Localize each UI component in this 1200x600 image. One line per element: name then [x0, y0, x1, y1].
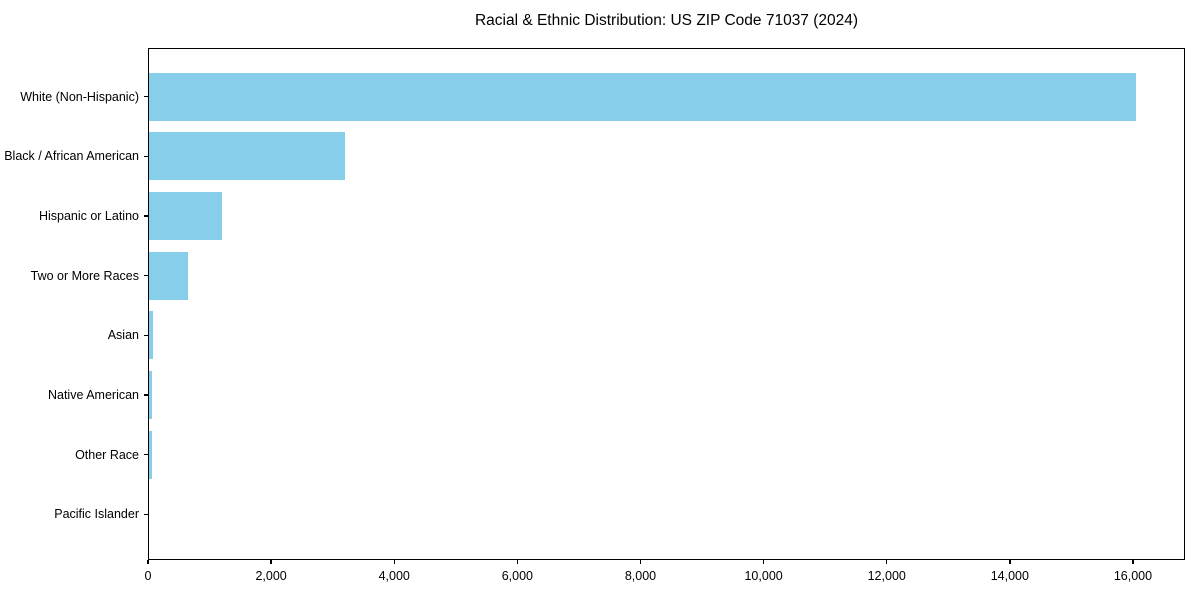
plot-area — [148, 48, 1185, 560]
bar-white-non-hispanic — [149, 72, 1137, 121]
y-label-native-american: Native American — [47, 388, 139, 402]
x-tick-0 — [147, 560, 149, 564]
x-tick-label-16000: 16,000 — [1113, 569, 1153, 583]
x-tick-12000 — [886, 560, 888, 564]
y-tick-other-race — [144, 454, 148, 456]
x-tick-label-12000: 12,000 — [867, 569, 906, 583]
bar-black-african-american — [149, 132, 345, 181]
y-tick-black-african-american — [144, 155, 148, 157]
bar-asian — [149, 311, 153, 360]
x-tick-label-8000: 8,000 — [624, 569, 657, 583]
x-tick-8000 — [639, 560, 642, 564]
y-label-white-non-hispanic: White (Non-Hispanic) — [20, 89, 139, 104]
x-tick-label-4000: 4,000 — [378, 569, 410, 583]
y-tick-asian — [144, 334, 148, 336]
x-tick-2000 — [270, 560, 272, 564]
x-tick-label-6000: 6,000 — [501, 569, 533, 583]
bar-two-or-more-races — [149, 251, 189, 300]
x-tick-label-14000: 14,000 — [990, 569, 1029, 583]
y-label-asian: Asian — [107, 328, 139, 343]
y-label-black-african-american: Black / African American — [4, 149, 139, 164]
x-tick-label-10000: 10,000 — [744, 569, 783, 583]
x-tick-6000 — [516, 560, 519, 564]
y-tick-native-american — [144, 394, 148, 396]
x-tick-label-2000: 2,000 — [255, 569, 287, 583]
bar-native-american — [149, 371, 152, 419]
x-tick-label-0: 0 — [144, 569, 152, 583]
x-tick-4000 — [393, 560, 395, 564]
y-tick-white-non-hispanic — [144, 95, 148, 98]
y-tick-hispanic-or-latino — [144, 215, 148, 217]
bar-other-race — [149, 430, 152, 479]
y-label-hispanic-or-latino: Hispanic or Latino — [38, 208, 139, 223]
x-tick-14000 — [1009, 560, 1011, 564]
y-tick-pacific-islander — [144, 513, 148, 516]
x-tick-10000 — [762, 560, 765, 564]
bar-hispanic-or-latino — [149, 191, 222, 240]
y-label-other-race: Other Race — [75, 447, 139, 462]
chart-title: Racial & Ethnic Distribution: US ZIP Cod… — [474, 12, 859, 29]
y-label-two-or-more-races: Two or More Races — [30, 268, 139, 283]
y-label-pacific-islander: Pacific Islander — [54, 507, 139, 522]
y-tick-two-or-more-races — [144, 274, 148, 277]
x-tick-16000 — [1132, 560, 1134, 564]
